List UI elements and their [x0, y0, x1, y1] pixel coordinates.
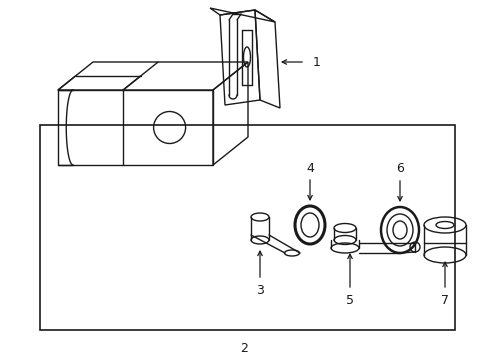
Text: 1: 1	[312, 55, 320, 68]
Text: 5: 5	[346, 293, 353, 306]
Bar	[40, 125, 454, 330]
Text: 3: 3	[256, 284, 264, 297]
Text: 7: 7	[440, 293, 448, 306]
Text: 4: 4	[305, 162, 313, 175]
Text: 2: 2	[240, 342, 247, 355]
Text: 6: 6	[395, 162, 403, 175]
